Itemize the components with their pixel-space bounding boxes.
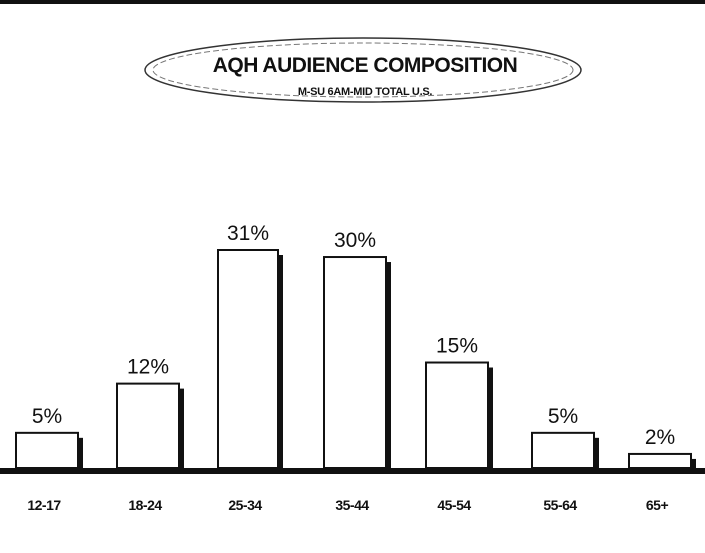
data-label-35-44: 30%	[334, 229, 376, 252]
title-ellipse	[144, 37, 582, 103]
data-labels-group: 5% 12% 31% 30% 15% 5% 2%	[32, 222, 675, 449]
bar-55-64	[531, 431, 595, 470]
x-tick-label-12-17: 12-17	[27, 497, 61, 513]
bar-35-44	[323, 256, 387, 469]
top-border	[0, 0, 705, 4]
data-label-18-24: 12%	[127, 356, 169, 379]
title-block: AQH AUDIENCE COMPOSITION M-SU 6AM-MID TO…	[144, 37, 582, 103]
x-tick-labels-group: 12-17 18-24 25-34 35-44 45-54 55-64 65+	[27, 497, 669, 513]
x-tick-label-18-24: 18-24	[128, 497, 162, 513]
data-label-25-34: 31%	[227, 222, 269, 245]
x-tick-label-25-34: 25-34	[228, 497, 262, 513]
data-label-45-54: 15%	[436, 335, 478, 358]
data-label-55-64: 5%	[548, 405, 578, 428]
x-tick-label-45-54: 45-54	[437, 497, 471, 513]
x-tick-label-55-64: 55-64	[543, 497, 577, 513]
x-axis-baseline	[0, 468, 705, 474]
bar-18-24	[116, 382, 180, 470]
x-tick-label-65+: 65+	[646, 497, 669, 513]
bar-65+	[628, 452, 692, 470]
bar-45-54	[425, 361, 489, 470]
bars-group	[15, 249, 696, 470]
bar-12-17	[15, 431, 79, 470]
data-label-12-17: 5%	[32, 405, 62, 428]
chart-subtitle: M-SU 6AM-MID TOTAL U.S.	[298, 86, 433, 98]
bar-25-34	[217, 249, 279, 469]
title-ellipse-inner	[152, 42, 574, 98]
data-label-65+: 2%	[645, 426, 675, 449]
chart-title: AQH AUDIENCE COMPOSITION	[213, 54, 518, 77]
x-tick-label-35-44: 35-44	[335, 497, 369, 513]
